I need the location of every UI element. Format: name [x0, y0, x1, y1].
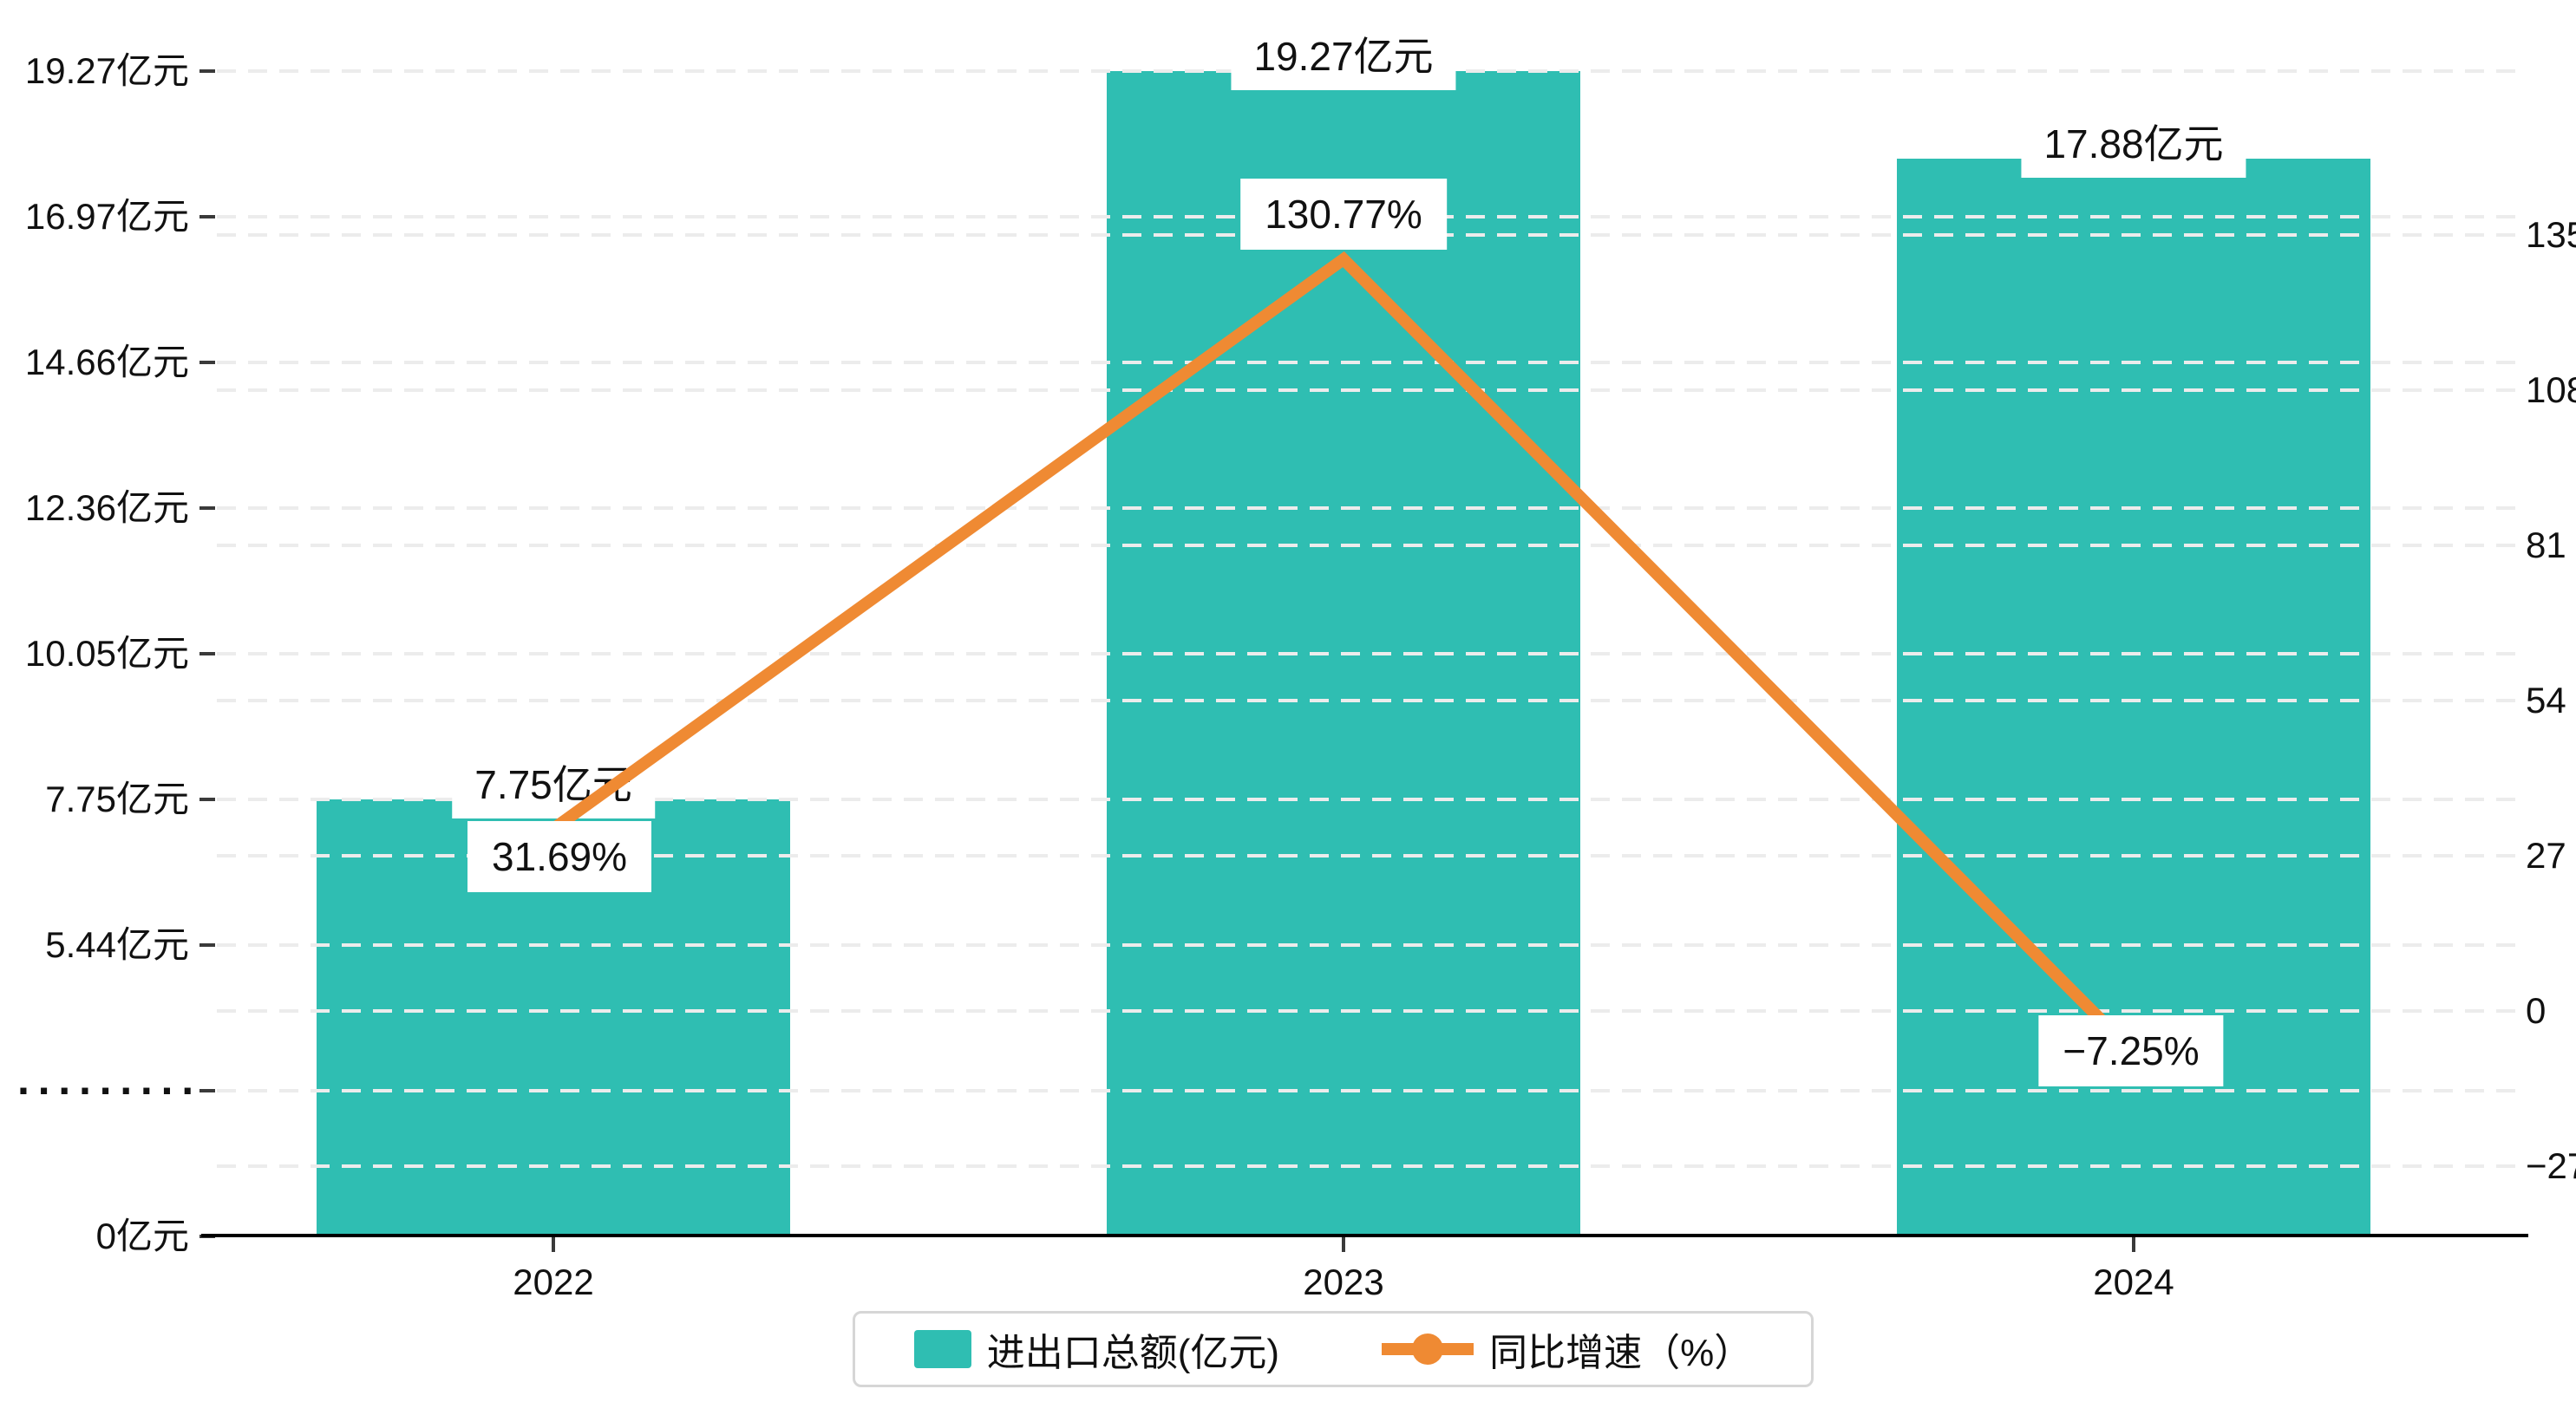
line-point-label-2024: −7.25% — [2038, 1015, 2224, 1086]
right-axis-tick-label: 81 — [2526, 525, 2566, 565]
right-axis-tick-label: 135 — [2526, 214, 2576, 255]
left-axis-tick — [199, 69, 215, 73]
right-axis-tick-label: 54 — [2526, 680, 2566, 721]
gridline — [217, 1089, 2524, 1092]
left-axis-tick — [199, 215, 215, 218]
right-axis-tick-label: 27 — [2526, 835, 2566, 876]
right-axis-tick-label: 108 — [2526, 369, 2576, 410]
left-axis-tick — [199, 506, 215, 510]
left-axis-tick-label: 14.66亿元 — [24, 342, 189, 382]
left-axis-tick-label: 16.97亿元 — [24, 196, 189, 237]
left-axis-tick — [199, 943, 215, 947]
left-axis-tick-label: 12.36亿元 — [24, 487, 189, 528]
x-axis-tick — [1342, 1237, 1345, 1252]
x-axis-tick — [552, 1237, 555, 1252]
x-axis-label-2024: 2024 — [2093, 1262, 2174, 1302]
left-axis-tick — [199, 1089, 215, 1092]
left-axis-tick — [199, 361, 215, 364]
gridline — [217, 361, 2524, 364]
gridline — [217, 699, 2524, 702]
right-axis-tick-label: −27 — [2526, 1145, 2576, 1186]
left-axis-tick-label: 0亿元 — [95, 1216, 189, 1256]
left-axis-break-tick-label: ········· — [17, 1066, 202, 1115]
x-axis-tick — [2132, 1237, 2135, 1252]
line-point-label-2022: 31.69% — [467, 821, 652, 892]
left-axis-tick — [199, 798, 215, 801]
legend-item-line-series[interactable]: 同比增速（%） — [1382, 1321, 1752, 1377]
legend-label: 进出口总额(亿元) — [986, 1332, 1280, 1374]
gridline — [217, 652, 2524, 655]
bar-series-swatch-icon — [913, 1330, 971, 1368]
left-axis-tick-label: 10.05亿元 — [24, 633, 189, 674]
gridline — [217, 1009, 2524, 1013]
legend: 进出口总额(亿元) 同比增速（%） — [853, 1311, 1814, 1387]
gridline — [217, 506, 2524, 510]
line-point-label-2023: 130.77% — [1240, 179, 1447, 250]
bar-value-label-2024: 17.88亿元 — [2021, 110, 2246, 178]
gridline — [217, 544, 2524, 547]
x-axis-line — [201, 1234, 2528, 1237]
gridline — [217, 1164, 2524, 1168]
legend-item-bar-series[interactable]: 进出口总额(亿元) — [913, 1321, 1280, 1377]
line-series-marker-icon — [1382, 1331, 1474, 1367]
left-axis-tick-label: 19.27亿元 — [24, 50, 189, 91]
x-axis-label-2023: 2023 — [1303, 1262, 1384, 1302]
gridline — [217, 854, 2524, 857]
right-axis-tick-label: 0 — [2526, 990, 2547, 1031]
bar-value-label-2023: 19.27亿元 — [1231, 23, 1456, 90]
left-axis-tick-label: 7.75亿元 — [45, 779, 189, 819]
left-axis-tick-label: 5.44亿元 — [45, 924, 189, 965]
legend-label: 同比增速（%） — [1489, 1332, 1753, 1374]
x-axis-label-2022: 2022 — [513, 1262, 594, 1302]
gridline — [217, 943, 2524, 947]
gridline — [217, 388, 2524, 392]
gridline — [217, 798, 2524, 801]
left-axis-tick — [199, 652, 215, 655]
